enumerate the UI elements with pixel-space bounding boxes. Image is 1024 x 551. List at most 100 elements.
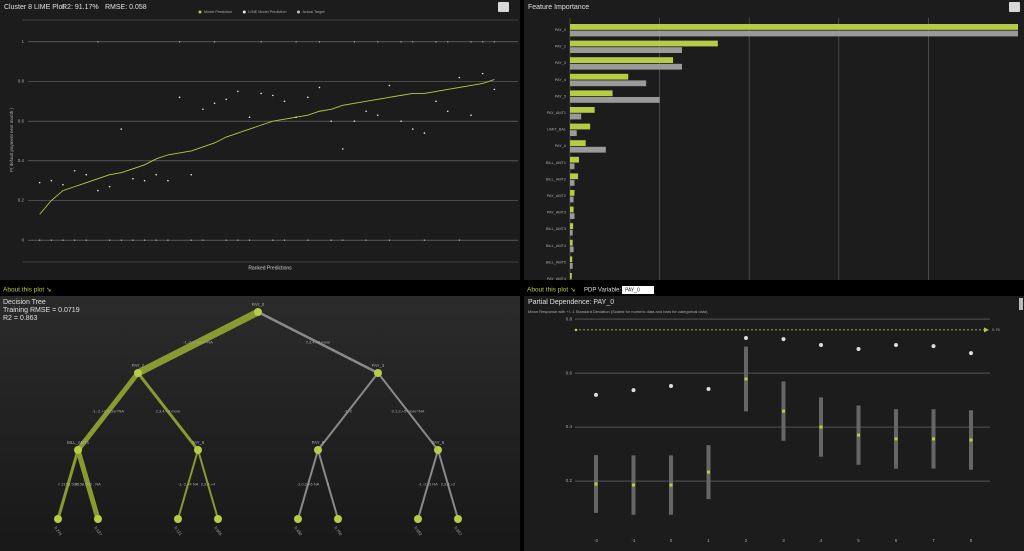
lime-point	[225, 98, 227, 101]
lime-point	[143, 179, 146, 182]
x-tick-label: 2	[745, 538, 748, 543]
tree-panel	[0, 296, 520, 551]
target-point	[493, 41, 495, 43]
lime-point	[481, 72, 484, 75]
lime-point	[307, 96, 309, 99]
bar	[570, 24, 1018, 30]
target-point	[283, 239, 286, 241]
lime-point	[283, 100, 286, 103]
legend-marker	[242, 10, 246, 14]
lime-point	[353, 120, 356, 122]
y-tick-label: 0.2	[566, 478, 573, 483]
target-point	[447, 41, 449, 43]
mean-marker	[707, 470, 710, 474]
tree-edge	[177, 449, 199, 520]
lime-point	[411, 128, 414, 130]
edge-label: 2158.500 , NA	[75, 482, 101, 487]
y-tick-label: PAY_AMT1	[547, 111, 566, 115]
lime-point	[458, 76, 461, 79]
edge-label: -1,-2,+4 NA	[178, 482, 199, 487]
bar	[570, 47, 682, 53]
target-point	[470, 41, 472, 43]
chart-subtitle: Mean Response with +/- 1 Standard Deviat…	[528, 309, 708, 314]
tree-edge	[75, 370, 141, 453]
edge-label: 2,3,4,+4 more	[306, 340, 332, 345]
y-tick-label: PAY_5	[555, 94, 566, 98]
scrollbar	[1019, 298, 1023, 310]
pdp-select-value[interactable]: PAY_0	[625, 287, 640, 293]
node-label: PAY_0	[252, 302, 265, 307]
leaf-label: 0.605	[213, 525, 223, 537]
target-point	[435, 41, 437, 43]
tree-node	[334, 515, 342, 523]
lime-point	[470, 114, 472, 117]
tree-node	[174, 515, 182, 523]
download-button[interactable]	[498, 2, 509, 12]
target-point	[132, 239, 134, 241]
bar	[570, 97, 660, 103]
lime-point	[248, 116, 251, 118]
leaf-label: 0.274	[53, 525, 63, 537]
tree-edge	[417, 449, 439, 520]
mean-marker	[969, 438, 973, 442]
y-tick-label: 1	[21, 39, 24, 44]
y-tick-label: PAY_0	[555, 28, 566, 32]
mean-marker	[819, 425, 823, 429]
lime-point	[85, 173, 88, 176]
lime-point	[260, 92, 262, 95]
edge-label: -1,-2,0 more=NA	[183, 340, 213, 345]
tree-node	[294, 515, 302, 523]
tree-edge	[56, 448, 80, 521]
target-point	[365, 239, 367, 241]
chart-title: Cluster 8 LIME Plot	[4, 4, 64, 11]
target-point	[318, 41, 321, 43]
node-label: PAY_5	[192, 440, 205, 445]
response-point	[594, 392, 598, 397]
target-point	[155, 239, 157, 241]
pdp-select[interactable]	[622, 286, 654, 294]
node-label: PAY_5	[432, 440, 445, 445]
edge-label: 2,3,4,+2	[441, 482, 456, 487]
about-link[interactable]: About this plot ↘	[527, 287, 575, 294]
bar	[570, 80, 647, 87]
x-tick-label: 7	[932, 538, 935, 543]
target-point	[85, 239, 87, 241]
target-point	[458, 239, 460, 241]
tree-node	[134, 369, 142, 377]
response-point	[669, 384, 673, 389]
leaf-label: 0.121	[173, 525, 183, 537]
bar	[570, 263, 573, 269]
mean-marker	[782, 409, 785, 413]
target-point	[377, 41, 379, 43]
tree-node	[194, 446, 202, 454]
tree-edge	[134, 308, 262, 377]
target-point	[272, 239, 274, 241]
download-button[interactable]	[1009, 2, 1020, 12]
response-point	[706, 386, 711, 391]
bar	[570, 73, 629, 80]
tree-node	[254, 308, 262, 316]
y-tick-label: PAY_2	[555, 45, 566, 49]
bar	[570, 123, 591, 130]
mean-marker	[932, 437, 935, 441]
y-tick-label: 0.8	[566, 316, 573, 321]
tree-edge	[317, 449, 339, 520]
tree-edge	[437, 449, 459, 520]
chart-title: Decision Tree	[3, 299, 46, 306]
bar	[570, 146, 606, 153]
edge-label: -1,-2	[344, 409, 353, 414]
about-link[interactable]: About this plot ↘	[3, 287, 51, 294]
bar	[570, 246, 574, 253]
node-label: PAY_6	[312, 440, 325, 445]
lime-point	[388, 84, 391, 87]
tree-node	[434, 446, 442, 454]
x-tick-label: 5	[857, 538, 860, 543]
target-point	[143, 239, 146, 241]
lime-point	[178, 96, 181, 99]
tree-node	[214, 515, 222, 523]
lime-point	[423, 132, 426, 134]
target-point	[412, 41, 414, 43]
legend-marker	[198, 10, 202, 14]
y-tick-label: 0.4	[18, 158, 25, 163]
